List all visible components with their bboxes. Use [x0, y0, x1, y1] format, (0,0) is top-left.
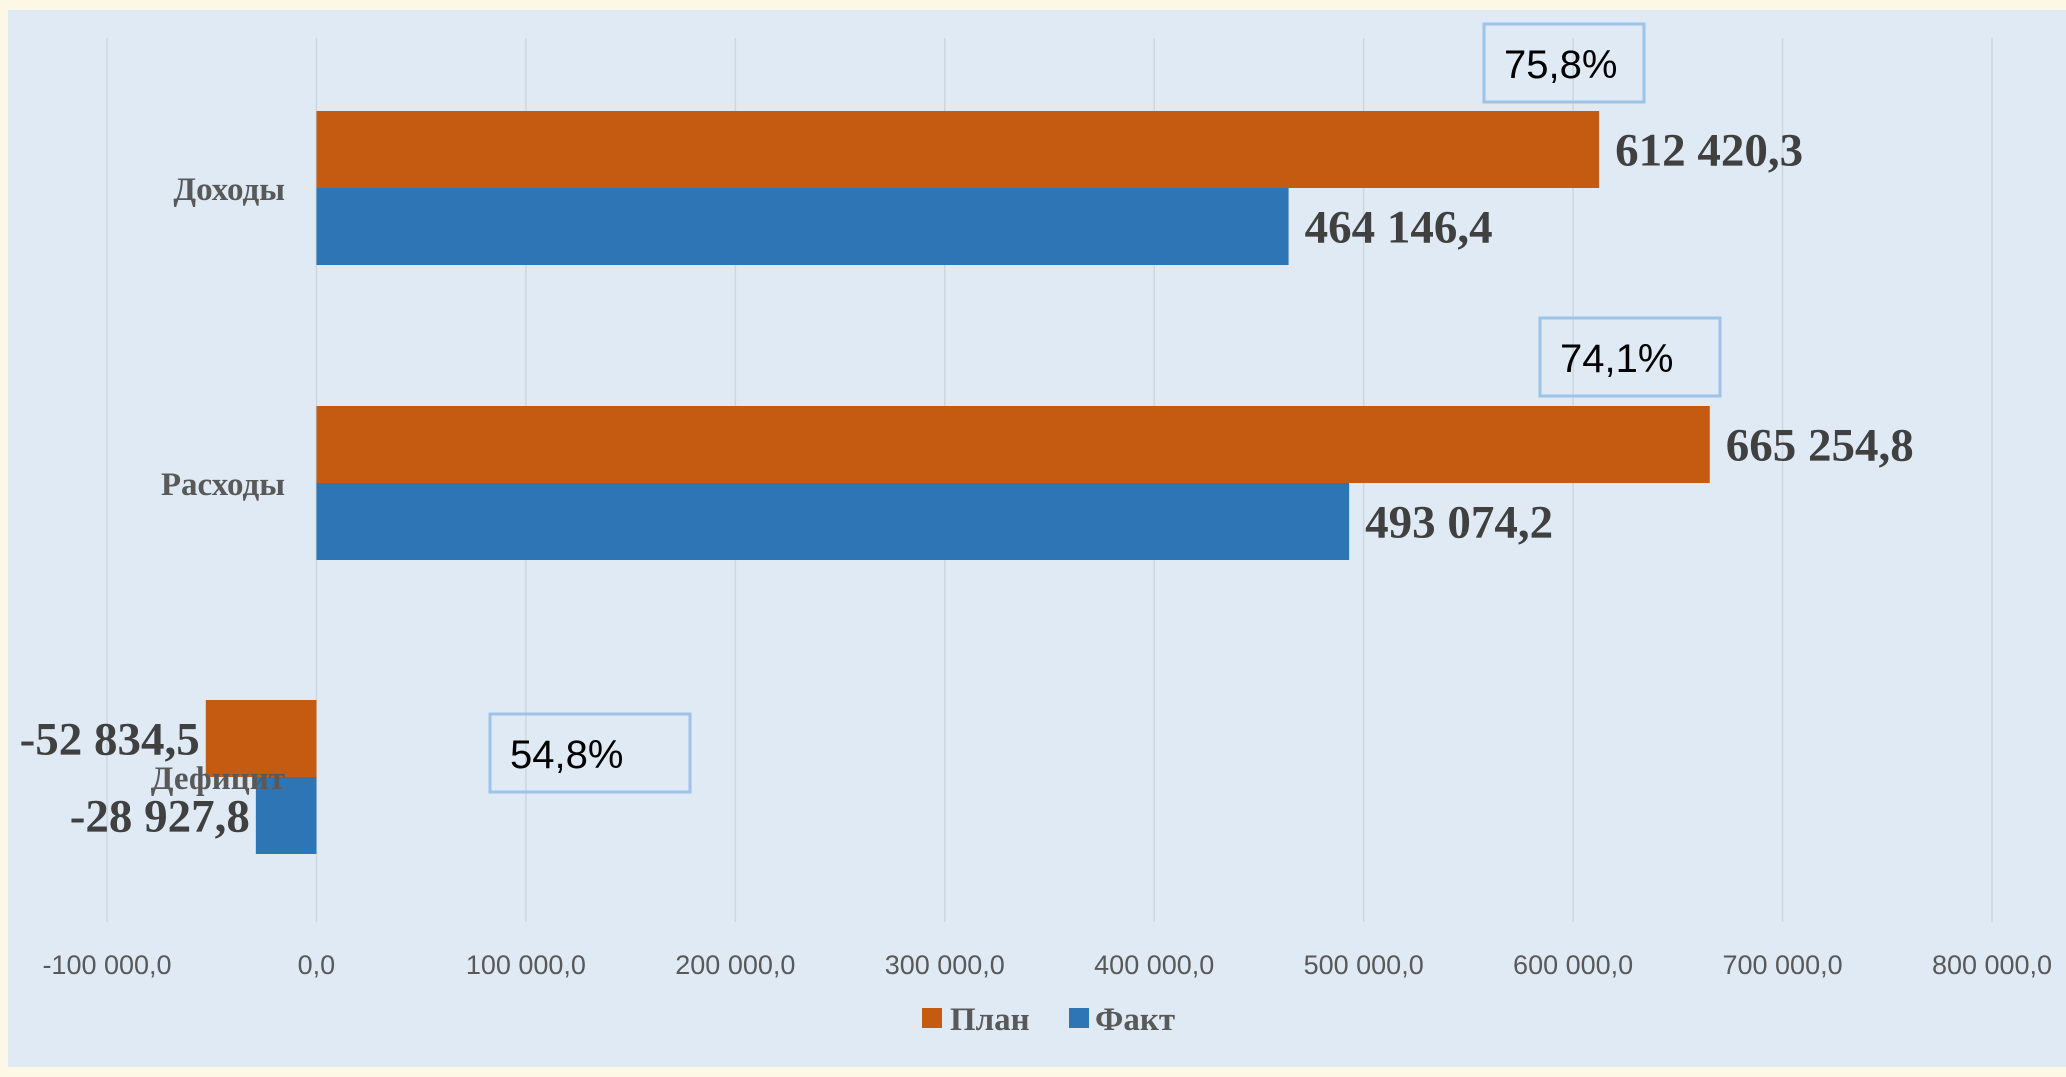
- data-label: -28 927,8: [70, 791, 250, 843]
- bar-chart: -100 000,0 0,0 100 000,0 200 000,0 300 000,0…: [20, 22, 2052, 1038]
- x-tick-label: 700 000,0: [1722, 950, 1842, 980]
- percent-box: [1538, 316, 1722, 398]
- x-tick-label: 500 000,0: [1304, 950, 1424, 980]
- x-tick-label: 0,0: [298, 950, 336, 980]
- x-tick-label: 400 000,0: [1094, 950, 1214, 980]
- percent-box: [488, 712, 692, 794]
- x-tick-label: 200 000,0: [675, 950, 795, 980]
- data-label: 612 420,3: [1615, 125, 1803, 177]
- data-label: -52 834,5: [20, 714, 200, 766]
- category-label: Расходы: [161, 467, 285, 503]
- legend-swatch: [1069, 1008, 1089, 1028]
- x-tick-label: 300 000,0: [885, 950, 1005, 980]
- percent-label: 75,8%: [1504, 43, 1617, 87]
- legend-label: Факт: [1095, 1002, 1175, 1038]
- data-label: 464 146,4: [1305, 202, 1493, 254]
- data-label: 493 074,2: [1365, 497, 1553, 549]
- x-tick-label: 600 000,0: [1513, 950, 1633, 980]
- legend-swatch: [922, 1008, 942, 1028]
- category-label: Доходы: [173, 172, 285, 208]
- x-tick-label: 800 000,0: [1932, 950, 2052, 980]
- bar-plan: [316, 406, 1710, 483]
- x-tick-label: -100 000,0: [42, 950, 171, 980]
- bar-fact: [255, 777, 317, 854]
- bar-fact: [316, 188, 1289, 265]
- percent-label: 74,1%: [1560, 337, 1673, 381]
- chart-area: -100 000,0 0,0 100 000,0 200 000,0 300 000,0…: [8, 10, 2066, 1067]
- bar-fact: [316, 483, 1350, 560]
- bar-plan: [205, 700, 317, 777]
- data-label: 665 254,8: [1726, 420, 1914, 472]
- x-tick-label: 100 000,0: [466, 950, 586, 980]
- percent-box: [1482, 22, 1646, 104]
- percent-label: 54,8%: [510, 733, 623, 777]
- legend-label: План: [950, 1002, 1030, 1038]
- bar-plan: [316, 111, 1600, 188]
- category-label: Дефицит: [151, 761, 285, 797]
